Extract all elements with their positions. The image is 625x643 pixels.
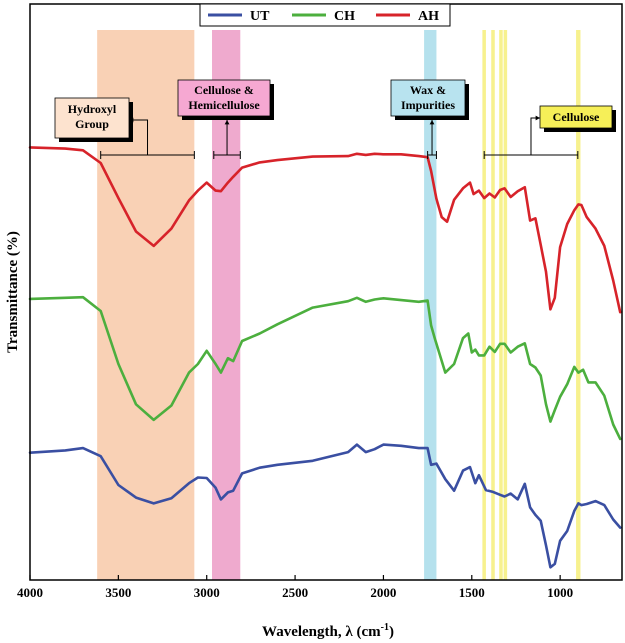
arrow-head <box>129 117 134 123</box>
legend-label-ah: AH <box>418 9 439 24</box>
series-line-ch <box>28 295 622 441</box>
annotation-text: Hemicellulose <box>188 98 260 112</box>
x-axis-title-main: Wavelength, λ (cm <box>262 624 381 640</box>
legend: UT CH AH <box>199 3 451 27</box>
x-tick-label: 1000 <box>547 585 573 600</box>
annotation-1: Cellulose &Hemicellulose <box>177 79 274 159</box>
x-axis-title: Wavelength, λ (cm-1) <box>262 622 394 640</box>
annotation-box <box>54 97 130 139</box>
band-7 <box>576 30 581 580</box>
arrow-head <box>429 120 435 125</box>
highlight-bands <box>97 30 581 580</box>
x-tick-label: 2000 <box>370 585 396 600</box>
band-2 <box>424 30 437 580</box>
y-axis-title: Transmittance (%) <box>5 231 21 353</box>
annotation-text: Hydroxyl <box>68 102 117 116</box>
x-axis-title-close: ) <box>389 624 394 640</box>
x-tick-label: 3000 <box>194 585 220 600</box>
annotation-text: Group <box>75 117 109 131</box>
x-axis-ticks: 4000 3500 3000 2500 2000 1500 1000 <box>17 575 573 600</box>
annotation-text: Cellulose <box>553 110 600 124</box>
annotation-connector <box>530 117 540 155</box>
band-5 <box>499 30 503 580</box>
x-axis-title-sup: -1 <box>381 622 389 633</box>
annotation-text: Impurities <box>401 98 455 112</box>
legend-label-ut: UT <box>250 9 270 24</box>
annotation-box <box>177 79 271 117</box>
x-tick-label: 2500 <box>282 585 308 600</box>
band-3 <box>482 30 486 580</box>
x-tick-label: 4000 <box>17 585 43 600</box>
arrow-head <box>535 115 540 121</box>
arrow-head <box>224 120 230 125</box>
legend-label-ch: CH <box>334 9 355 24</box>
band-6 <box>503 30 508 580</box>
annotation-box <box>390 79 466 117</box>
annotation-text: Wax & <box>410 83 446 97</box>
annotation-3: Cellulose <box>483 105 616 159</box>
annotation-text: Cellulose & <box>194 83 254 97</box>
series-line-ut <box>28 443 622 569</box>
series-lines <box>28 146 622 569</box>
x-tick-label: 3500 <box>105 585 131 600</box>
annotation-2: Wax &Impurities <box>390 79 469 159</box>
annotation-box <box>539 105 613 129</box>
annotation-connector <box>129 119 149 155</box>
x-tick-label: 1500 <box>459 585 485 600</box>
band-4 <box>491 30 495 580</box>
series-line-ah <box>28 146 622 314</box>
